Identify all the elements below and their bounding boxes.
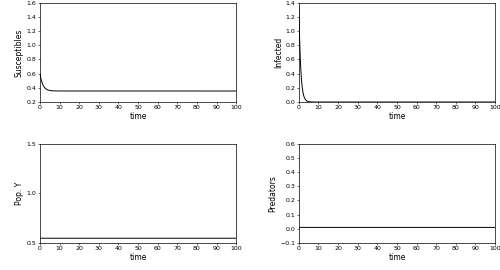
X-axis label: time: time <box>388 253 406 262</box>
X-axis label: time: time <box>130 253 146 262</box>
Y-axis label: Susceptibles: Susceptibles <box>15 28 24 76</box>
Y-axis label: Predators: Predators <box>268 175 278 212</box>
Y-axis label: Pop. Y: Pop. Y <box>15 182 24 205</box>
X-axis label: time: time <box>388 112 406 121</box>
X-axis label: time: time <box>130 112 146 121</box>
Y-axis label: Infected: Infected <box>274 37 283 68</box>
